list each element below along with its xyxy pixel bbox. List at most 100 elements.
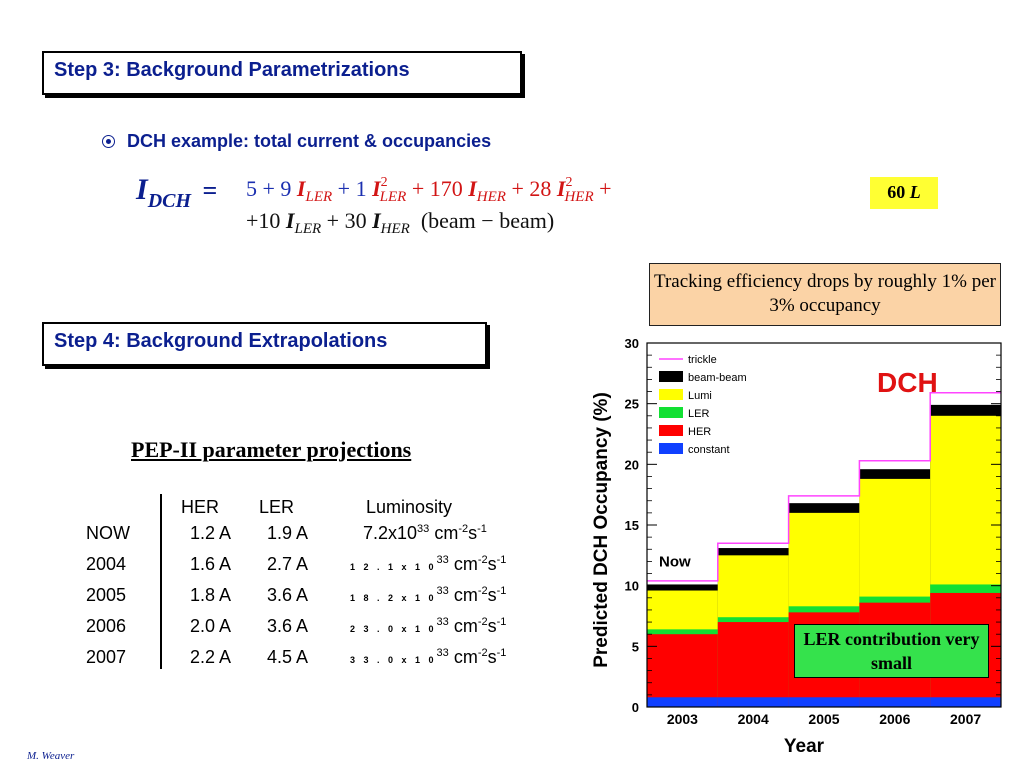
footer-author: M. Weaver bbox=[27, 750, 75, 762]
tracking-note: Tracking efficiency drops by roughly 1% … bbox=[649, 263, 1001, 326]
step3-title-box: Step 3: Background Parametrizations bbox=[42, 51, 522, 95]
lumi-unit: -1 bbox=[477, 523, 487, 535]
formula-term: I bbox=[556, 176, 566, 201]
lumi-unit: s bbox=[487, 647, 497, 667]
y-tick-label: 20 bbox=[625, 457, 639, 472]
formula-line1: 5 + 9 ILER + 1 I2LER + 170 IHER + 28 I2H… bbox=[246, 175, 612, 205]
y-axis-title: Predicted DCH Occupancy (%) bbox=[591, 392, 612, 668]
area-her-segment bbox=[717, 622, 789, 707]
formula-term: (beam − beam) bbox=[409, 208, 555, 233]
y-tick-label: 25 bbox=[625, 397, 639, 412]
lumi-base: 1 2 . 1 x 1 0 bbox=[350, 562, 437, 572]
formula-term: I bbox=[372, 176, 381, 201]
header-lumi: Luminosity bbox=[366, 497, 453, 517]
area-constant-segment bbox=[930, 697, 1001, 707]
lumi-unit: s bbox=[487, 585, 497, 605]
now-annotation: Now bbox=[659, 553, 691, 570]
legend-swatch-her bbox=[659, 425, 683, 436]
bullet-text: DCH example: total current & occupancies bbox=[127, 131, 492, 151]
lumi-unit: s bbox=[487, 616, 497, 636]
legend-label-constant: constant bbox=[688, 444, 730, 456]
formula-term: LER bbox=[379, 189, 407, 205]
y-tick-label: 0 bbox=[632, 700, 639, 715]
formula-term: + 30 bbox=[321, 208, 373, 233]
x-tick-label: 2006 bbox=[879, 711, 910, 727]
lumi-exp: 33 bbox=[436, 554, 449, 566]
formula-line2: +10 ILER + 30 IHER (beam − beam) bbox=[246, 208, 555, 237]
lumi-unit: s bbox=[468, 523, 478, 543]
row-ler: 2.7 A bbox=[267, 554, 309, 574]
row-lumi: 3 3 . 0 x 1 033 cm-2s-1 bbox=[350, 647, 506, 668]
lumi-term-var: L bbox=[909, 182, 921, 202]
formula-term: + 28 bbox=[505, 176, 557, 201]
step3-title: Step 3: Background Parametrizations bbox=[54, 59, 410, 81]
legend-label-her: HER bbox=[688, 426, 711, 438]
formula-term: 2 bbox=[380, 175, 388, 190]
lumi-unit: -1 bbox=[496, 585, 507, 597]
lumi-unit: -2 bbox=[458, 523, 469, 535]
row-label: 2007 bbox=[86, 647, 127, 667]
formula-term: LER bbox=[294, 221, 322, 237]
area-constant-segment bbox=[788, 697, 860, 707]
y-tick-label: 30 bbox=[625, 336, 639, 351]
lumi-exp: 33 bbox=[436, 616, 449, 628]
step4-title: Step 4: Background Extrapolations bbox=[54, 330, 388, 352]
lumi-unit: -2 bbox=[477, 647, 488, 659]
area-constant-segment bbox=[859, 697, 931, 707]
legend-label-beam-beam: beam-beam bbox=[688, 372, 747, 384]
lumi-exp: 33 bbox=[436, 585, 449, 597]
formula-term: HER bbox=[380, 221, 410, 237]
formula-lhs-var: I bbox=[136, 173, 148, 206]
lumi-unit: -2 bbox=[477, 554, 488, 566]
bullet-line: DCH example: total current & occupancies bbox=[102, 131, 491, 152]
x-tick-label: 2003 bbox=[667, 711, 698, 727]
y-tick-label: 10 bbox=[625, 579, 639, 594]
pep-title: PEP-II parameter projections bbox=[131, 437, 412, 462]
row-label: NOW bbox=[86, 523, 130, 543]
lumi-base: 3 3 . 0 x 1 0 bbox=[350, 655, 437, 665]
lumi-unit: -2 bbox=[477, 585, 488, 597]
occupancy-chart: 0 5 10 15 20 25 30 2003 2004 2005 2006 2007 Year Pred… bbox=[591, 336, 1002, 757]
bullet-icon bbox=[102, 135, 115, 148]
lumi-unit: -2 bbox=[477, 616, 488, 628]
x-tick-label: 2005 bbox=[808, 711, 839, 727]
lumi-base: 7.2x10 bbox=[363, 523, 418, 543]
y-tick-label: 5 bbox=[632, 639, 639, 654]
row-lumi: 7.2x1033 cm-2s-1 bbox=[363, 523, 487, 544]
row-lumi: 1 8 . 2 x 1 033 cm-2s-1 bbox=[350, 585, 506, 606]
row-label: 2006 bbox=[86, 616, 127, 636]
x-tick-label: 2004 bbox=[738, 711, 769, 727]
step4-title-box: Step 4: Background Extrapolations bbox=[42, 322, 487, 366]
lumi-unit: cm bbox=[453, 585, 478, 605]
area-constant-segment bbox=[647, 697, 718, 707]
formula-term: I bbox=[372, 208, 381, 233]
formula-lhs-sub: DCH bbox=[147, 190, 192, 212]
legend-label-ler: LER bbox=[688, 408, 709, 420]
area-constant-segment bbox=[717, 697, 789, 707]
row-ler: 3.6 A bbox=[267, 585, 309, 605]
row-her: 1.8 A bbox=[190, 585, 232, 605]
trickle-line bbox=[647, 391, 1001, 582]
legend-label-lumi: Lumi bbox=[688, 390, 712, 402]
header-her: HER bbox=[181, 497, 220, 517]
row-ler: 3.6 A bbox=[267, 616, 309, 636]
area-her-segment bbox=[647, 634, 718, 707]
lumi-base: 2 3 . 0 x 1 0 bbox=[350, 624, 437, 634]
formula-term: + 1 bbox=[332, 176, 373, 201]
x-axis-title: Year bbox=[784, 736, 825, 757]
formula-term: I bbox=[285, 208, 295, 233]
chart-title: DCH bbox=[877, 367, 938, 398]
legend-swatch-constant bbox=[659, 443, 683, 454]
ler-note: LER contribution very small bbox=[794, 624, 989, 678]
lumi-exp: 33 bbox=[436, 647, 449, 659]
lumi-unit: cm bbox=[453, 554, 478, 574]
formula-term: HER bbox=[564, 189, 594, 205]
row-label: 2004 bbox=[86, 554, 127, 574]
row-lumi: 2 3 . 0 x 1 033 cm-2s-1 bbox=[350, 616, 506, 637]
formula-term: 2 bbox=[565, 175, 573, 190]
lumi-unit: cm bbox=[453, 616, 478, 636]
formula-term: LER bbox=[305, 189, 333, 205]
table-divider bbox=[160, 494, 162, 669]
ler-note-text: LER contribution very small bbox=[803, 629, 980, 673]
lumi-exp: 33 bbox=[417, 523, 430, 535]
